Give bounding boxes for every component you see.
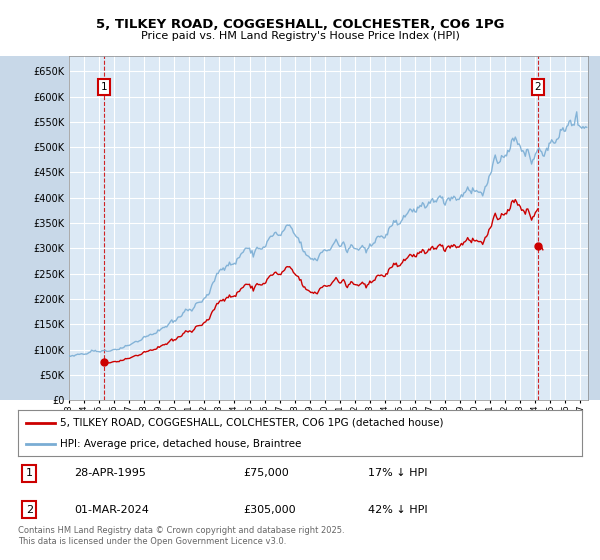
Text: 1: 1 [26,468,33,478]
Text: Contains HM Land Registry data © Crown copyright and database right 2025.
This d: Contains HM Land Registry data © Crown c… [18,526,344,546]
Text: 1: 1 [101,82,107,92]
Text: 42% ↓ HPI: 42% ↓ HPI [368,505,427,515]
Text: Price paid vs. HM Land Registry's House Price Index (HPI): Price paid vs. HM Land Registry's House … [140,31,460,41]
Text: HPI: Average price, detached house, Braintree: HPI: Average price, detached house, Brai… [60,439,302,449]
Text: £305,000: £305,000 [244,505,296,515]
Text: 01-MAR-2024: 01-MAR-2024 [74,505,149,515]
Text: 5, TILKEY ROAD, COGGESHALL, COLCHESTER, CO6 1PG: 5, TILKEY ROAD, COGGESHALL, COLCHESTER, … [96,18,504,31]
Text: 2: 2 [535,82,541,92]
Text: £75,000: £75,000 [244,468,289,478]
Text: 5, TILKEY ROAD, COGGESHALL, COLCHESTER, CO6 1PG (detached house): 5, TILKEY ROAD, COGGESHALL, COLCHESTER, … [60,418,444,428]
Text: 28-APR-1995: 28-APR-1995 [74,468,146,478]
Text: 17% ↓ HPI: 17% ↓ HPI [368,468,427,478]
Text: 2: 2 [26,505,33,515]
